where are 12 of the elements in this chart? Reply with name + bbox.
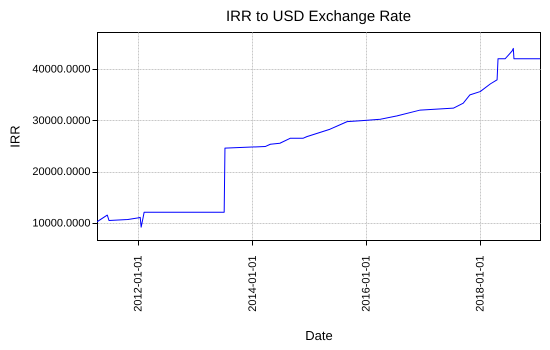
- x-tick-label: 2014-01-01: [246, 256, 259, 312]
- x-axis-title: Date: [305, 328, 333, 343]
- y-axis-title: IRR: [7, 125, 22, 148]
- y-tick-label: 30000.0000: [32, 114, 90, 127]
- y-tick-label: 10000.0000: [32, 218, 90, 230]
- x-tick-label: 2016-01-01: [360, 256, 373, 312]
- y-tick-label: 40000.0000: [32, 63, 90, 76]
- x-tick-label: 2018-01-01: [474, 256, 487, 312]
- chart-title: IRR to USD Exchange Rate: [226, 8, 412, 25]
- x-tick-label: 2012-01-01: [132, 256, 145, 312]
- y-tick-label: 20000.0000: [32, 166, 90, 178]
- line-series: [97, 48, 540, 228]
